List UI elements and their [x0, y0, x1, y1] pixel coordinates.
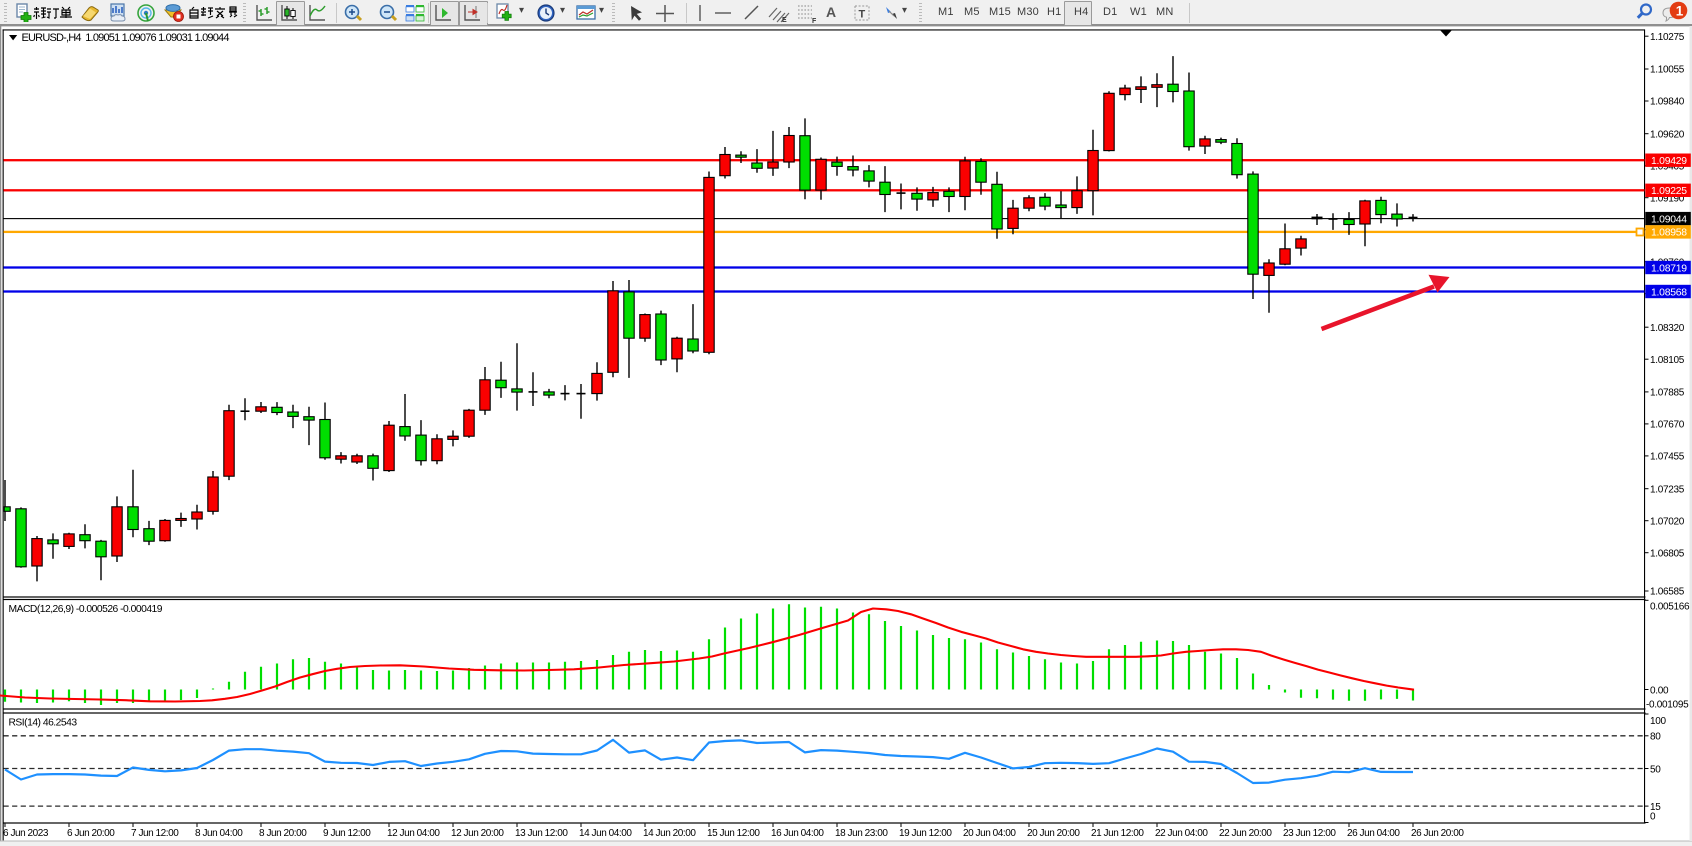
svg-text:14 Jun 04:00: 14 Jun 04:00 [579, 828, 632, 839]
svg-text:100: 100 [1650, 716, 1667, 727]
svg-text:1.08958: 1.08958 [1651, 228, 1687, 239]
svg-text:22 Jun 04:00: 22 Jun 04:00 [1155, 828, 1208, 839]
svg-text:1.08105: 1.08105 [1650, 355, 1685, 366]
svg-text:6 Jun 20:00: 6 Jun 20:00 [67, 828, 115, 839]
svg-text:0.00: 0.00 [1650, 686, 1669, 697]
svg-text:6 Jun 2023: 6 Jun 2023 [3, 828, 49, 839]
svg-text:EURUSD-,H4 1.09051 1.09076 1.: EURUSD-,H4 1.09051 1.09076 1.09031 1.090… [22, 32, 230, 44]
svg-text:14 Jun 20:00: 14 Jun 20:00 [643, 828, 696, 839]
svg-text:1.09225: 1.09225 [1651, 186, 1687, 197]
svg-text:12 Jun 04:00: 12 Jun 04:00 [387, 828, 440, 839]
svg-text:8 Jun 20:00: 8 Jun 20:00 [259, 828, 307, 839]
svg-text:80: 80 [1650, 732, 1661, 743]
svg-text:50: 50 [1650, 764, 1661, 775]
svg-text:19 Jun 12:00: 19 Jun 12:00 [899, 828, 952, 839]
svg-text:1.09620: 1.09620 [1650, 129, 1685, 140]
svg-text:20 Jun 04:00: 20 Jun 04:00 [963, 828, 1016, 839]
svg-text:21 Jun 12:00: 21 Jun 12:00 [1091, 828, 1144, 839]
svg-text:1.07235: 1.07235 [1650, 484, 1685, 495]
svg-text:1.09190: 1.09190 [1650, 193, 1685, 204]
svg-text:15 Jun 12:00: 15 Jun 12:00 [707, 828, 760, 839]
svg-text:1.08719: 1.08719 [1651, 263, 1687, 274]
svg-text:E: E [782, 17, 787, 24]
svg-text:20 Jun 20:00: 20 Jun 20:00 [1027, 828, 1080, 839]
svg-text:26 Jun 04:00: 26 Jun 04:00 [1347, 828, 1400, 839]
svg-text:1.09429: 1.09429 [1651, 156, 1687, 167]
svg-text:0: 0 [1650, 812, 1656, 823]
svg-text:0.005166: 0.005166 [1650, 602, 1690, 613]
svg-text:23 Jun 12:00: 23 Jun 12:00 [1283, 828, 1336, 839]
svg-text:1.08568: 1.08568 [1651, 287, 1687, 298]
svg-text:-0.001095: -0.001095 [1646, 699, 1689, 710]
svg-text:MACD(12,26,9) -0.000526 -0.000: MACD(12,26,9) -0.000526 -0.000419 [9, 604, 163, 615]
svg-text:1.07020: 1.07020 [1650, 516, 1685, 527]
svg-text:1.10055: 1.10055 [1650, 65, 1685, 76]
svg-text:7 Jun 12:00: 7 Jun 12:00 [131, 828, 179, 839]
svg-text:22 Jun 20:00: 22 Jun 20:00 [1219, 828, 1272, 839]
svg-text:8 Jun 04:00: 8 Jun 04:00 [195, 828, 243, 839]
svg-text:1.06805: 1.06805 [1650, 548, 1685, 559]
svg-text:F: F [812, 18, 817, 24]
svg-text:1.10275: 1.10275 [1650, 32, 1685, 43]
svg-text:1.07455: 1.07455 [1650, 452, 1685, 463]
svg-text:1.07885: 1.07885 [1650, 388, 1685, 399]
svg-text:1.09840: 1.09840 [1650, 97, 1685, 108]
svg-text:T: T [859, 9, 866, 21]
svg-text:26 Jun 20:00: 26 Jun 20:00 [1411, 828, 1464, 839]
svg-text:16 Jun 04:00: 16 Jun 04:00 [771, 828, 824, 839]
svg-text:1.09044: 1.09044 [1651, 214, 1687, 225]
svg-text:1.07670: 1.07670 [1650, 420, 1685, 431]
svg-text:18 Jun 23:00: 18 Jun 23:00 [835, 828, 888, 839]
svg-text:1: 1 [1676, 3, 1684, 18]
svg-text:15: 15 [1650, 802, 1661, 813]
svg-text:1.08320: 1.08320 [1650, 323, 1685, 334]
svg-text:12 Jun 20:00: 12 Jun 20:00 [451, 828, 504, 839]
svg-text:1.06585: 1.06585 [1650, 587, 1685, 598]
svg-text:9 Jun 12:00: 9 Jun 12:00 [323, 828, 371, 839]
svg-text:RSI(14) 46.2543: RSI(14) 46.2543 [9, 718, 78, 729]
svg-text:13 Jun 12:00: 13 Jun 12:00 [515, 828, 568, 839]
